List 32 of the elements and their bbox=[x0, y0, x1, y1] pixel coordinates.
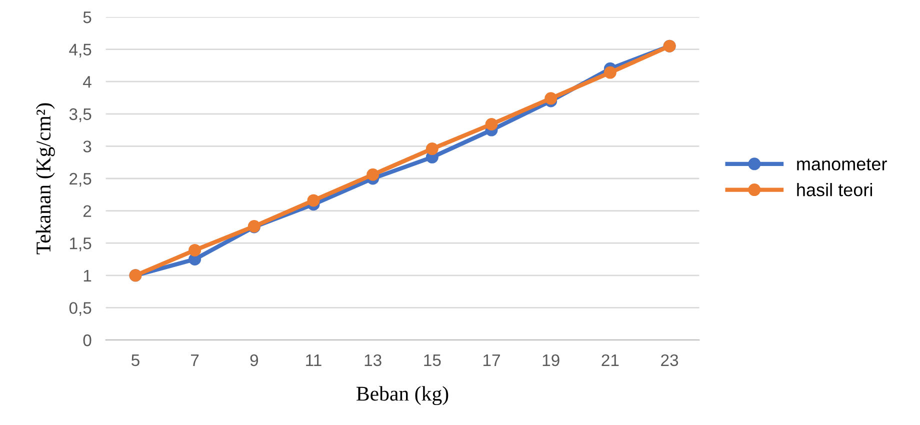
y-tick-label: 2 bbox=[83, 205, 92, 217]
point bbox=[307, 194, 320, 207]
x-tick-label: 17 bbox=[484, 354, 500, 366]
y-tick-label: 5 bbox=[83, 12, 92, 24]
x-tick-label: 19 bbox=[542, 354, 560, 366]
legend-label: manometer bbox=[797, 158, 887, 170]
x-tick-label: 7 bbox=[191, 354, 199, 366]
y-tick-label: 0,5 bbox=[69, 302, 92, 316]
x-tick-label: 5 bbox=[132, 354, 140, 366]
point bbox=[188, 244, 202, 256]
point bbox=[485, 118, 498, 130]
x-tick-label: 15 bbox=[424, 354, 441, 366]
y-tick-label: 2,5 bbox=[70, 172, 92, 187]
point bbox=[544, 92, 558, 105]
y-tick-label: 0 bbox=[83, 334, 92, 346]
point bbox=[366, 168, 380, 181]
y-axis-title: Tekanan (Kg/cm²) bbox=[36, 103, 55, 254]
y-tick-label: 3 bbox=[83, 140, 92, 152]
y-tick-label: 4 bbox=[83, 76, 92, 88]
y-tick-label: 3,5 bbox=[69, 108, 92, 122]
x-tick-label: 23 bbox=[661, 354, 678, 366]
x-tick-label: 9 bbox=[250, 354, 258, 366]
x-tick-label: 21 bbox=[602, 354, 619, 366]
y-tick-label: 1 bbox=[84, 270, 92, 282]
y-tick-label: 4,5 bbox=[69, 44, 92, 58]
x-axis-title: Beban (kg) bbox=[356, 386, 448, 406]
x-tick-label: 13 bbox=[364, 354, 382, 366]
legend-label: hasil teori bbox=[797, 183, 872, 196]
point bbox=[426, 142, 438, 156]
y-tick-label: 1,5 bbox=[70, 238, 92, 252]
point bbox=[604, 66, 616, 79]
x-tick-label: 11 bbox=[306, 354, 322, 366]
